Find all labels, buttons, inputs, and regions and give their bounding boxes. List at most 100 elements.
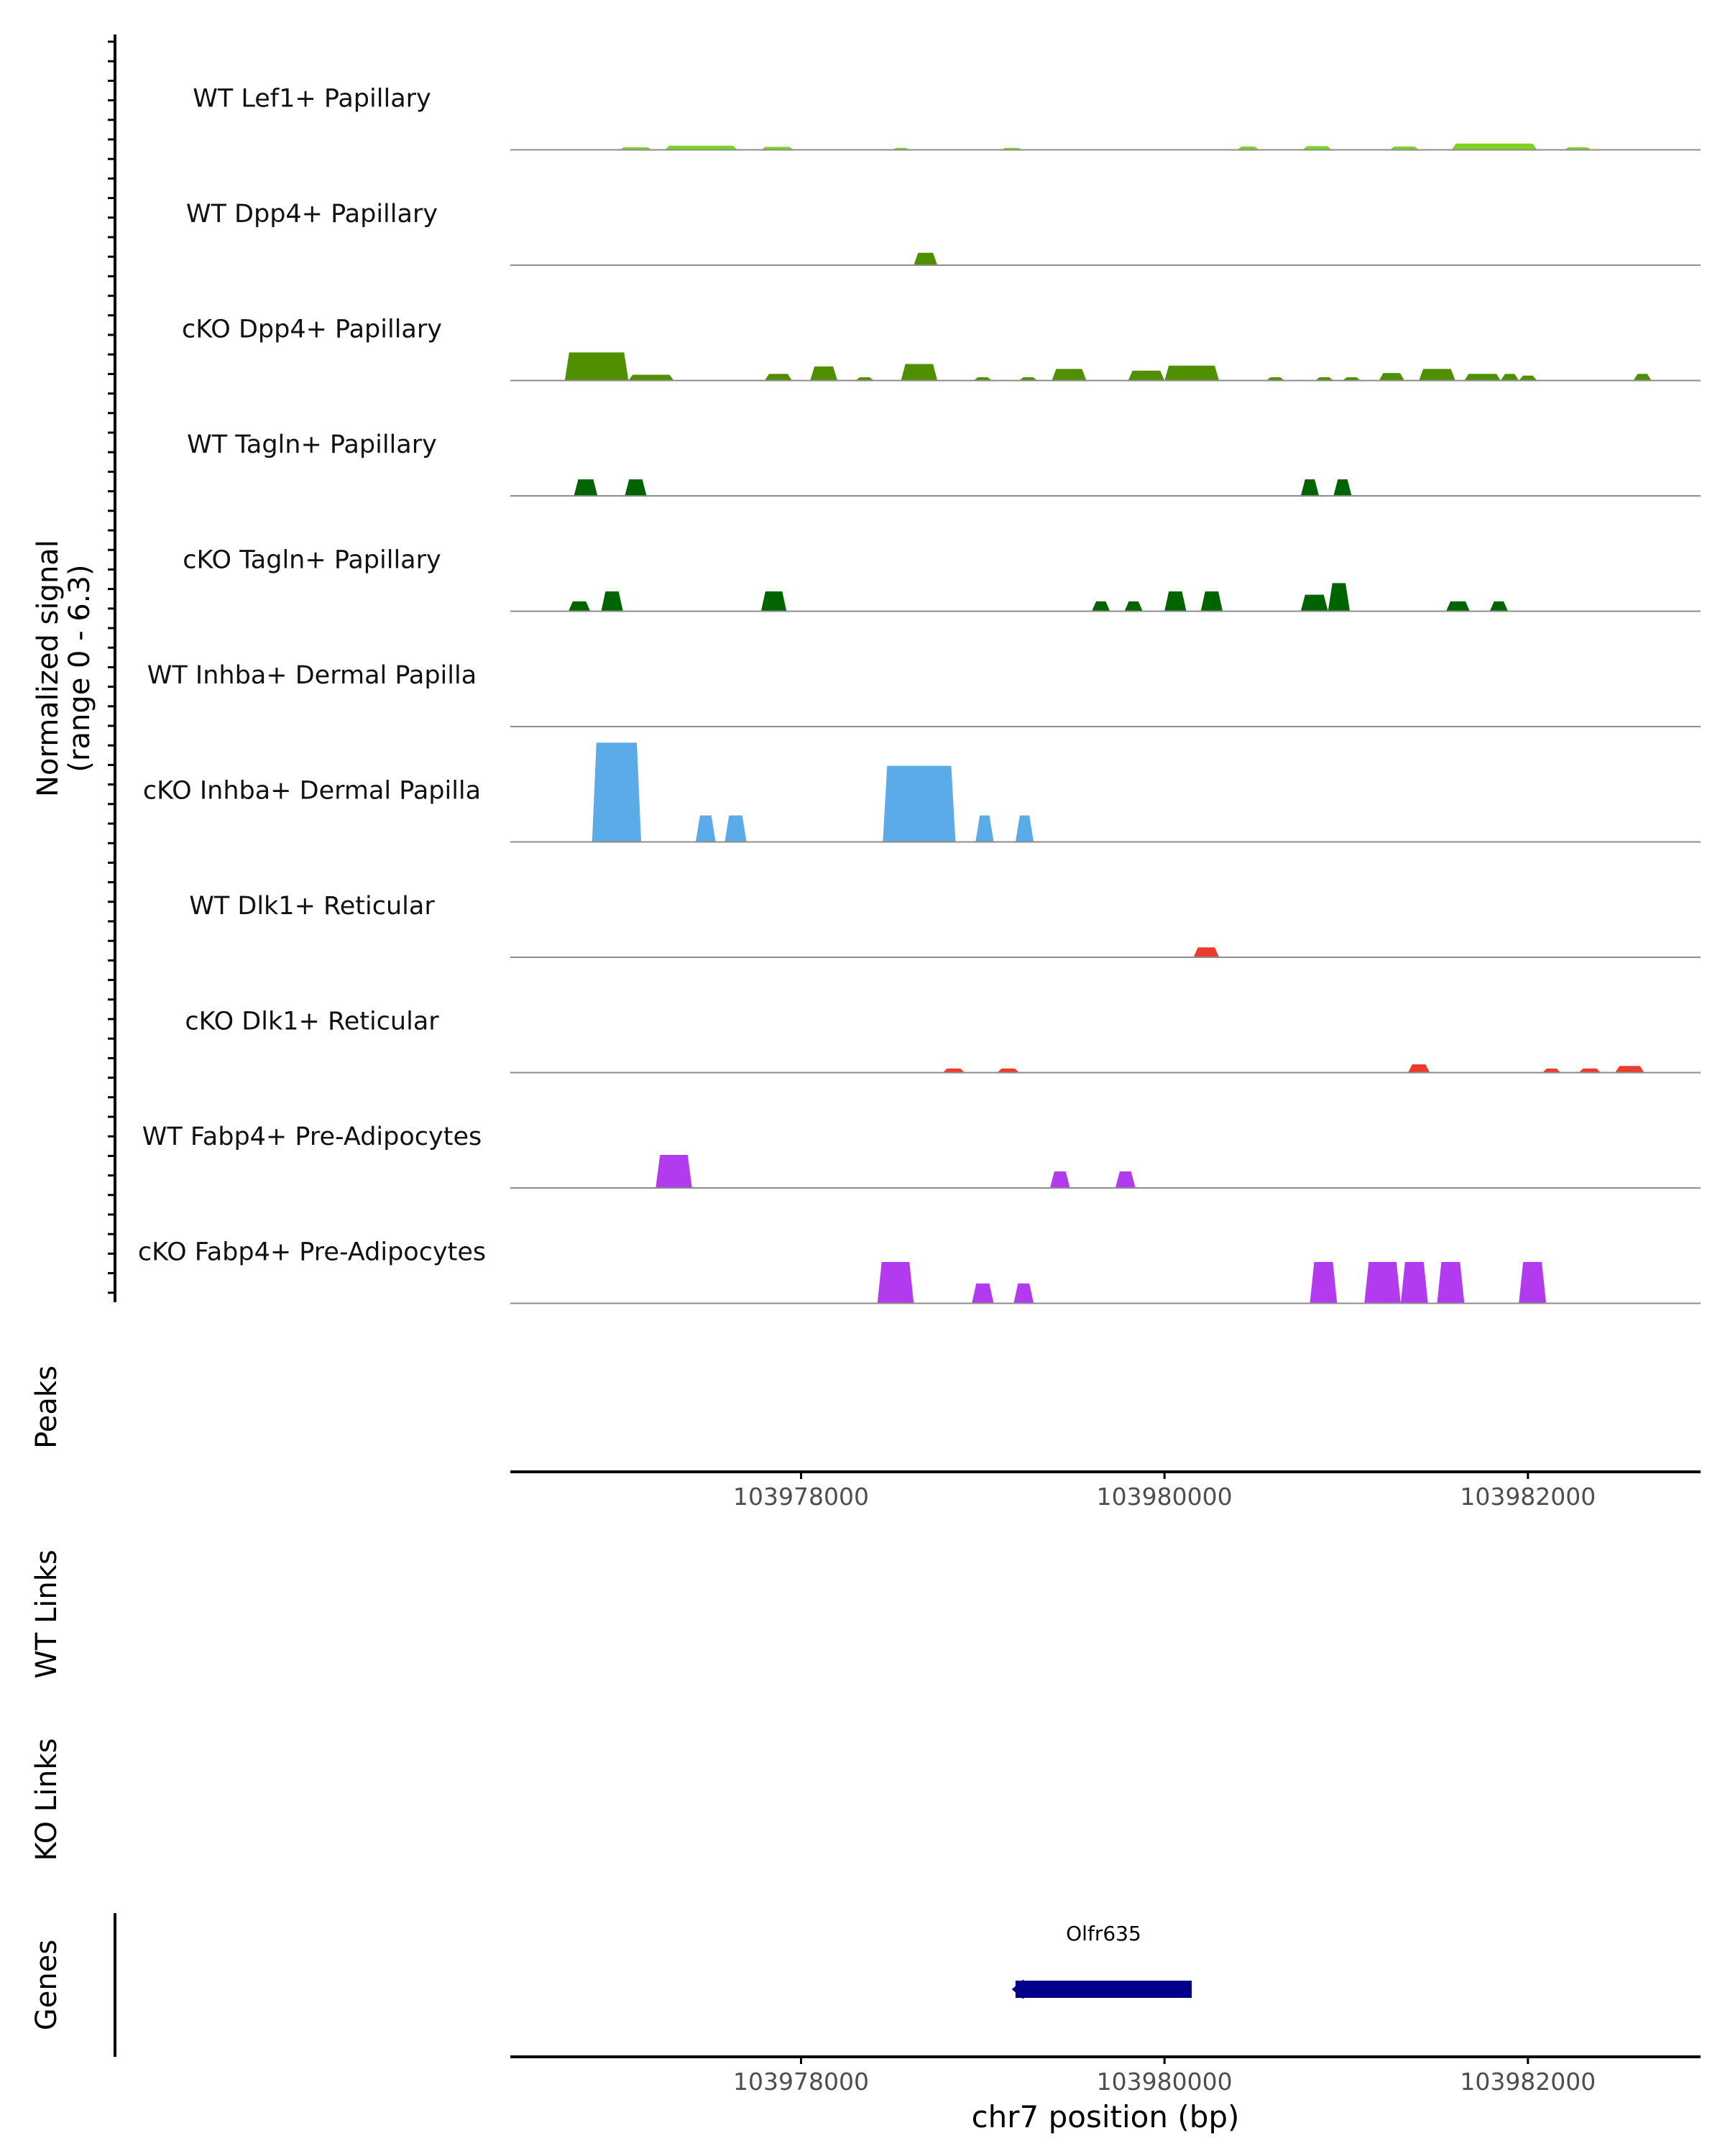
track: WT Lef1+ Papillary <box>193 85 1701 151</box>
coverage-peak <box>901 364 938 381</box>
coverage-peak <box>760 591 787 612</box>
y-axis-range-label: (range 0 - 6.3) <box>63 564 96 772</box>
coverage-peak <box>1333 479 1352 496</box>
coverage-peak <box>1200 591 1223 612</box>
coverage-peak <box>1128 370 1165 381</box>
peaks-x-axis-ticks: 103978000 103980000 103982000 <box>733 1472 1596 1511</box>
gene-label: Olfr635 <box>1066 1922 1141 1945</box>
coverage-peak <box>628 374 674 381</box>
coverage-peak <box>1164 365 1220 381</box>
coverage-peak <box>764 374 792 381</box>
coverage-peak <box>1542 1068 1561 1073</box>
coverage-peak <box>664 145 738 150</box>
coverage-peak <box>877 1261 914 1304</box>
coverage-peak <box>601 591 623 612</box>
coverage-peak <box>1092 601 1110 612</box>
coverage-peak <box>1364 1261 1401 1304</box>
coverage-peak <box>972 1283 994 1304</box>
track: WT Fabp4+ Pre-Adipocytes <box>142 1123 1701 1189</box>
coverage-peak <box>1451 143 1537 150</box>
coverage-peak <box>1500 374 1519 381</box>
coverage-peak <box>625 479 647 496</box>
coverage-peak <box>1519 375 1537 381</box>
coverage-peak <box>1164 591 1187 612</box>
track-label: WT Tagln+ Papillary <box>187 430 437 459</box>
gene-model: Olfr635 <box>1011 1922 1192 1999</box>
coverage-peak <box>1446 601 1470 612</box>
gene-track: Olfr635 <box>1011 1922 1192 1999</box>
x-tick-label: 103982000 <box>1460 1483 1596 1511</box>
x-tick-label: 103978000 <box>733 1483 869 1511</box>
coverage-peak <box>1328 583 1351 612</box>
coverage-peak <box>1342 377 1361 381</box>
coverage-peak <box>1578 1068 1601 1073</box>
track: cKO Fabp4+ Pre-Adipocytes <box>138 1238 1701 1304</box>
x-tick-label: 103980000 <box>1097 2068 1233 2096</box>
track: cKO Dlk1+ Reticular <box>185 1008 1701 1074</box>
coverage-peak <box>1124 601 1143 612</box>
track: WT Tagln+ Papillary <box>187 430 1701 497</box>
genes-panel-label: Genes <box>30 1940 63 2030</box>
coverage-peak <box>1519 1261 1547 1304</box>
gene-exon <box>1015 1981 1192 1998</box>
coverage-peak <box>942 1068 965 1073</box>
coverage-peak <box>883 765 956 842</box>
coverage-peak <box>1300 479 1320 496</box>
ko-links-panel-label: KO Links <box>30 1738 63 1861</box>
coverage-peak <box>1489 601 1509 612</box>
track-label: WT Lef1+ Papillary <box>193 85 431 114</box>
coverage-peak <box>1237 146 1259 150</box>
coverage-peak <box>914 252 938 265</box>
coverage-tracks: WT Lef1+ Papillary WT Dpp4+ Papillary cKO … <box>138 85 1701 1304</box>
coverage-peak <box>1315 377 1334 381</box>
coverage-peak <box>760 147 794 150</box>
coverage-peak <box>1419 369 1455 381</box>
track: WT Dlk1+ Reticular <box>189 892 1701 958</box>
coverage-peak <box>1015 815 1034 842</box>
coverage-peak <box>574 479 598 496</box>
coverage-peak <box>1464 374 1501 381</box>
y-axis-ticks <box>108 40 115 1294</box>
track: cKO Inhba+ Dermal Papilla <box>143 742 1701 843</box>
x-tick-label: 103978000 <box>733 2068 869 2096</box>
track-label: cKO Inhba+ Dermal Papilla <box>143 777 481 806</box>
coverage-peak <box>1302 146 1332 150</box>
genes-x-axis-ticks: 103978000 103980000 103982000 <box>733 2057 1596 2096</box>
coverage-peak <box>1615 1066 1644 1073</box>
coverage-peak <box>656 1154 692 1188</box>
x-axis-label: chr7 position (bp) <box>972 2099 1240 2134</box>
track: cKO Dpp4+ Papillary <box>182 315 1701 382</box>
coverage-peak <box>1013 1283 1034 1304</box>
track: WT Dpp4+ Papillary <box>186 200 1701 266</box>
coverage-peak <box>1052 369 1087 381</box>
x-tick-label: 103980000 <box>1097 1483 1233 1511</box>
peaks-panel-label: Peaks <box>30 1365 63 1449</box>
coverage-peak <box>1193 947 1220 957</box>
coverage-peak <box>1300 594 1328 612</box>
track: cKO Tagln+ Papillary <box>183 546 1701 612</box>
coverage-peak <box>1437 1261 1465 1304</box>
track-label: cKO Dpp4+ Papillary <box>182 315 442 344</box>
coverage-peak <box>1379 373 1404 381</box>
coverage-peak <box>1266 377 1285 381</box>
coverage-peak <box>1115 1171 1136 1188</box>
coverage-peak <box>1310 1261 1338 1304</box>
coverage-peak <box>1389 146 1420 150</box>
track-label: cKO Tagln+ Papillary <box>183 546 441 575</box>
track-label: cKO Fabp4+ Pre-Adipocytes <box>138 1238 486 1267</box>
coverage-peak <box>1049 1171 1070 1188</box>
track-label: WT Fabp4+ Pre-Adipocytes <box>142 1123 482 1151</box>
track-label: WT Inhba+ Dermal Papilla <box>147 661 477 690</box>
coverage-peak <box>855 377 874 381</box>
coverage-peak <box>695 815 716 842</box>
coverage-peak <box>810 366 838 381</box>
coverage-peak <box>592 742 642 842</box>
track-label: WT Dlk1+ Reticular <box>189 892 435 921</box>
coverage-peak <box>973 377 992 381</box>
coverage-peak <box>975 815 994 842</box>
coverage-peak <box>1407 1064 1430 1073</box>
coverage-peak <box>997 1068 1019 1073</box>
coverage-peak <box>1633 374 1652 381</box>
strand-arrow <box>1011 1979 1026 1999</box>
